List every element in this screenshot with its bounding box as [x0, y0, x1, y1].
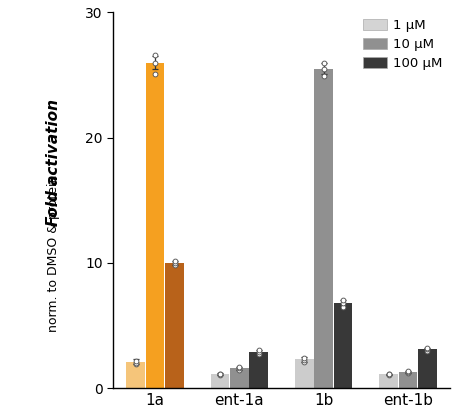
Point [171, 262, 178, 269]
Point [404, 368, 412, 374]
Point [385, 372, 392, 378]
Point [132, 361, 139, 367]
Text: Fold activation: Fold activation [47, 99, 62, 226]
Point [424, 344, 431, 351]
Text: norm. to DMSO & protein: norm. to DMSO & protein [48, 174, 60, 332]
Point [385, 371, 392, 378]
Point [255, 347, 262, 353]
Point [301, 354, 308, 361]
Bar [211, 374, 229, 388]
Point [151, 71, 159, 77]
Point [424, 348, 431, 354]
Bar [314, 69, 333, 388]
Point [340, 303, 347, 310]
Point [132, 359, 139, 366]
Bar [230, 368, 249, 388]
Bar [418, 349, 436, 388]
Bar [127, 362, 145, 388]
Point [236, 366, 243, 373]
Bar [334, 303, 352, 388]
Point [340, 300, 347, 306]
Point [404, 370, 412, 376]
Point [320, 60, 327, 66]
Point [340, 296, 347, 303]
Point [255, 351, 262, 357]
Point [320, 66, 327, 72]
Bar [146, 63, 165, 388]
Point [236, 363, 243, 370]
Point [424, 346, 431, 353]
Point [255, 349, 262, 355]
Point [320, 73, 327, 80]
Point [216, 370, 223, 377]
Bar [399, 372, 417, 388]
Point [385, 370, 392, 377]
Point [216, 372, 223, 378]
Point [301, 356, 308, 363]
Point [236, 365, 243, 371]
Point [151, 52, 159, 59]
Bar [295, 359, 314, 388]
Point [171, 259, 178, 266]
Point [151, 59, 159, 66]
Point [301, 358, 308, 365]
Point [216, 371, 223, 378]
Bar [165, 263, 184, 388]
Legend: 1 μM, 10 μM, 100 μM: 1 μM, 10 μM, 100 μM [359, 15, 447, 74]
Point [132, 358, 139, 364]
Point [171, 258, 178, 264]
Bar [379, 374, 398, 388]
Point [404, 369, 412, 375]
Bar [250, 352, 268, 388]
